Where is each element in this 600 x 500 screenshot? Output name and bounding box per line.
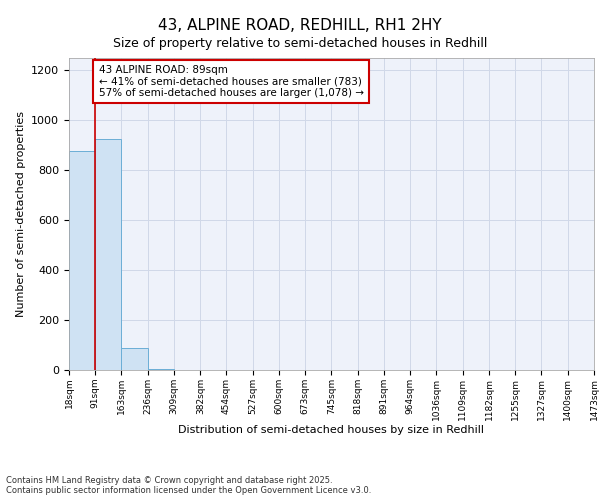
Text: Contains HM Land Registry data © Crown copyright and database right 2025.
Contai: Contains HM Land Registry data © Crown c… [6, 476, 371, 495]
X-axis label: Distribution of semi-detached houses by size in Redhill: Distribution of semi-detached houses by … [179, 426, 485, 436]
Bar [148, 369, 174, 370]
Y-axis label: Number of semi-detached properties: Number of semi-detached properties [16, 111, 26, 317]
Bar [69, 151, 95, 370]
Bar [121, 348, 148, 370]
Text: Size of property relative to semi-detached houses in Redhill: Size of property relative to semi-detach… [113, 38, 487, 51]
Text: 43 ALPINE ROAD: 89sqm
← 41% of semi-detached houses are smaller (783)
57% of sem: 43 ALPINE ROAD: 89sqm ← 41% of semi-deta… [98, 65, 364, 98]
Text: 43, ALPINE ROAD, REDHILL, RH1 2HY: 43, ALPINE ROAD, REDHILL, RH1 2HY [158, 18, 442, 32]
Bar [95, 138, 121, 370]
